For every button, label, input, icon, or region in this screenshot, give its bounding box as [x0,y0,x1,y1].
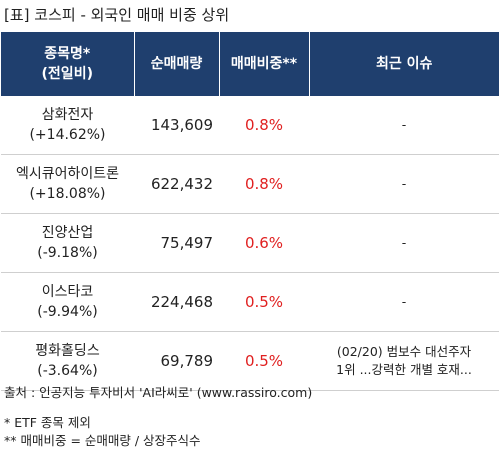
header-stock-name: 종목명* (전일비) [1,32,134,96]
recent-issue: - [309,154,499,214]
issue-line1: - [401,117,407,132]
stock-name-cell: 이스타코 (-9.94%) [1,272,134,332]
recent-issue: - [309,213,499,273]
stock-change: (-3.64%) [37,363,98,379]
trade-ratio: 0.6% [219,213,309,273]
header-trade-ratio: 매매비중** [218,32,309,96]
net-volume: 75,497 [134,213,219,273]
net-volume: 143,609 [134,96,219,155]
stock-name-cell: 삼화전자 (+14.62%) [1,96,134,155]
stock-change: (+14.62%) [29,127,106,143]
stock-name-cell: 진양산업 (-9.18%) [1,213,134,273]
issue-line1: - [401,235,407,250]
table-row: 이스타코 (-9.94%) 224,468 0.5% - [1,272,499,332]
stock-name: 이스타코 [41,284,94,300]
issue-line1: - [401,294,407,309]
trade-ratio: 0.8% [219,96,309,155]
trade-ratio: 0.8% [219,154,309,214]
recent-issue: - [309,96,499,155]
header-net-volume: 순매매량 [133,32,219,96]
stock-name-cell: 평화홀딩스 (-3.64%) [1,331,134,391]
stock-change: (-9.94%) [37,304,98,320]
table-row: 평화홀딩스 (-3.64%) 69,789 0.5% (02/20) 범보수 대… [1,331,499,391]
stock-name-cell: 엑시큐어하이트론 (+18.08%) [1,154,134,214]
net-volume: 622,432 [134,154,219,214]
stock-change: (+18.08%) [29,186,106,202]
table-row: 삼화전자 (+14.62%) 143,609 0.8% - [1,96,499,155]
issue-line1: (02/20) 범보수 대선주자 [336,344,472,359]
table-row: 엑시큐어하이트론 (+18.08%) 622,432 0.8% - [1,154,499,214]
header-name-line1: 종목명* [44,46,91,62]
recent-issue: (02/20) 범보수 대선주자 1위 ...강력한 개별 호재... [309,331,499,391]
stock-name: 삼화전자 [41,107,94,123]
net-volume: 69,789 [134,331,219,391]
trade-ratio: 0.5% [219,331,309,391]
stock-name: 평화홀딩스 [35,343,100,359]
footnote-etf: * ETF 종목 제외 [4,415,91,430]
table-row: 진양산업 (-9.18%) 75,497 0.6% - [1,213,499,273]
foreign-trading-table: 종목명* (전일비) 순매매량 매매비중** 최근 이슈 삼화전자 (+14.6… [1,32,499,391]
net-volume: 224,468 [134,272,219,332]
footnote-ratio: ** 매매비중 = 순매매량 / 상장주식수 [4,433,201,448]
issue-line1: - [401,176,407,191]
source-note: 출처 : 인공지능 투자비서 'AI라씨로' (www.rassiro.com) [4,385,313,400]
recent-issue: - [309,272,499,332]
issue-line2: 1위 ...강력한 개별 호재... [336,362,472,377]
trade-ratio: 0.5% [219,272,309,332]
header-recent-issue: 최근 이슈 [308,32,499,96]
table-header-row: 종목명* (전일비) 순매매량 매매비중** 최근 이슈 [1,32,499,96]
header-name-line2: (전일비) [41,66,93,82]
stock-change: (-9.18%) [37,245,98,261]
table-title: [표] 코스피 - 외국인 매매 비중 상위 [4,6,230,24]
stock-name: 진양산업 [41,225,94,241]
stock-name: 엑시큐어하이트론 [15,166,120,182]
